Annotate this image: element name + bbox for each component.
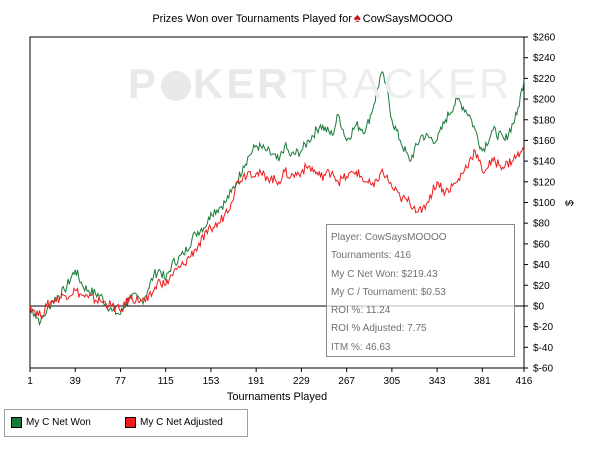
watermark-text-ker: KER [193,60,291,107]
legend-label-net-adjusted: My C Net Adjusted [140,417,223,428]
y-tick-label: $200 [533,95,556,106]
y-tick-label: $100 [533,198,556,209]
chart-title-text: Prizes Won over Tournaments Played for [152,13,352,25]
y-tick-label: $-40 [533,343,553,354]
legend-item-net-adjusted[interactable]: My C Net Adjusted [125,417,223,428]
y-tick-label: $0 [533,301,545,312]
legend-label-net-won: My C Net Won [26,417,91,428]
y-tick-label: $180 [533,115,556,126]
x-axis-label: Tournaments Played [227,391,327,403]
y-tick-label: $260 [533,33,556,44]
y-tick-label: $60 [533,239,550,250]
chart-title-player: CowSaysMOOOO [362,13,453,25]
spade-icon: ♠ [353,10,361,25]
x-tick-label: 1 [27,376,33,387]
x-tick-label: 229 [293,376,310,387]
y-tick-label: $140 [533,157,556,168]
x-axis: 1 39 77 115 153 191 229 267 305 343 381 416 [27,368,533,387]
y-tick-label: $160 [533,136,556,147]
legend-swatch-net-won [11,417,22,428]
stats-panel: Player: CowSaysMOOOO Tournaments: 416 My… [326,224,515,357]
chart-legend: My C Net Won My C Net Adjusted [4,409,248,437]
pokertracker-watermark: P KERTRACKER [128,60,512,108]
series-line-net-won [29,70,525,327]
legend-swatch-net-adjusted [125,417,136,428]
series-line-net-adjusted [29,146,525,320]
series-layer [29,70,525,327]
y-tick-label: $80 [533,219,550,230]
stats-roi-adjusted: ROI % Adjusted: 7.75 [331,323,427,335]
poker-chip-icon [161,71,192,101]
y-tick-label: $240 [533,53,556,64]
stats-player: Player: CowSaysMOOOO [331,232,447,243]
x-tick-label: 115 [158,376,174,387]
watermark-text-tracker: TRACKER [290,60,513,107]
x-tick-label: 267 [338,376,355,387]
y-axis-label: $ [564,200,576,206]
x-tick-label: 416 [516,376,533,387]
legend-item-net-won[interactable]: My C Net Won [11,417,91,428]
x-tick-label: 153 [203,376,220,387]
stats-net-won: My C Net Won: $219.43 [331,268,438,280]
watermark-text-p: P [128,60,160,107]
y-tick-label: $20 [533,281,550,292]
stats-per-tournament: My C / Tournament: $0.53 [331,286,446,298]
y-tick-label: $120 [533,177,556,188]
stats-itm: ITM %: 46.63 [331,341,391,353]
stats-roi: ROI %: 11.24 [331,305,391,317]
x-tick-label: 381 [474,376,491,387]
y-tick-label: $40 [533,260,550,271]
chart-title: Prizes Won over Tournaments Played for ♠ C… [0,10,605,25]
x-tick-label: 77 [115,376,127,387]
x-tick-label: 343 [429,376,446,387]
x-tick-label: 305 [384,376,401,387]
y-tick-label: $220 [533,74,556,85]
stats-tournaments: Tournaments: 416 [331,250,412,262]
x-tick-label: 191 [248,376,265,387]
x-tick-label: 39 [70,376,82,387]
y-tick-label: $-60 [533,364,553,375]
y-axis: $-60 $-40 $-20 $0 $20 $40 $60 $80 $100 $120 $140 $1… [524,33,556,375]
y-tick-label: $-20 [533,322,553,333]
